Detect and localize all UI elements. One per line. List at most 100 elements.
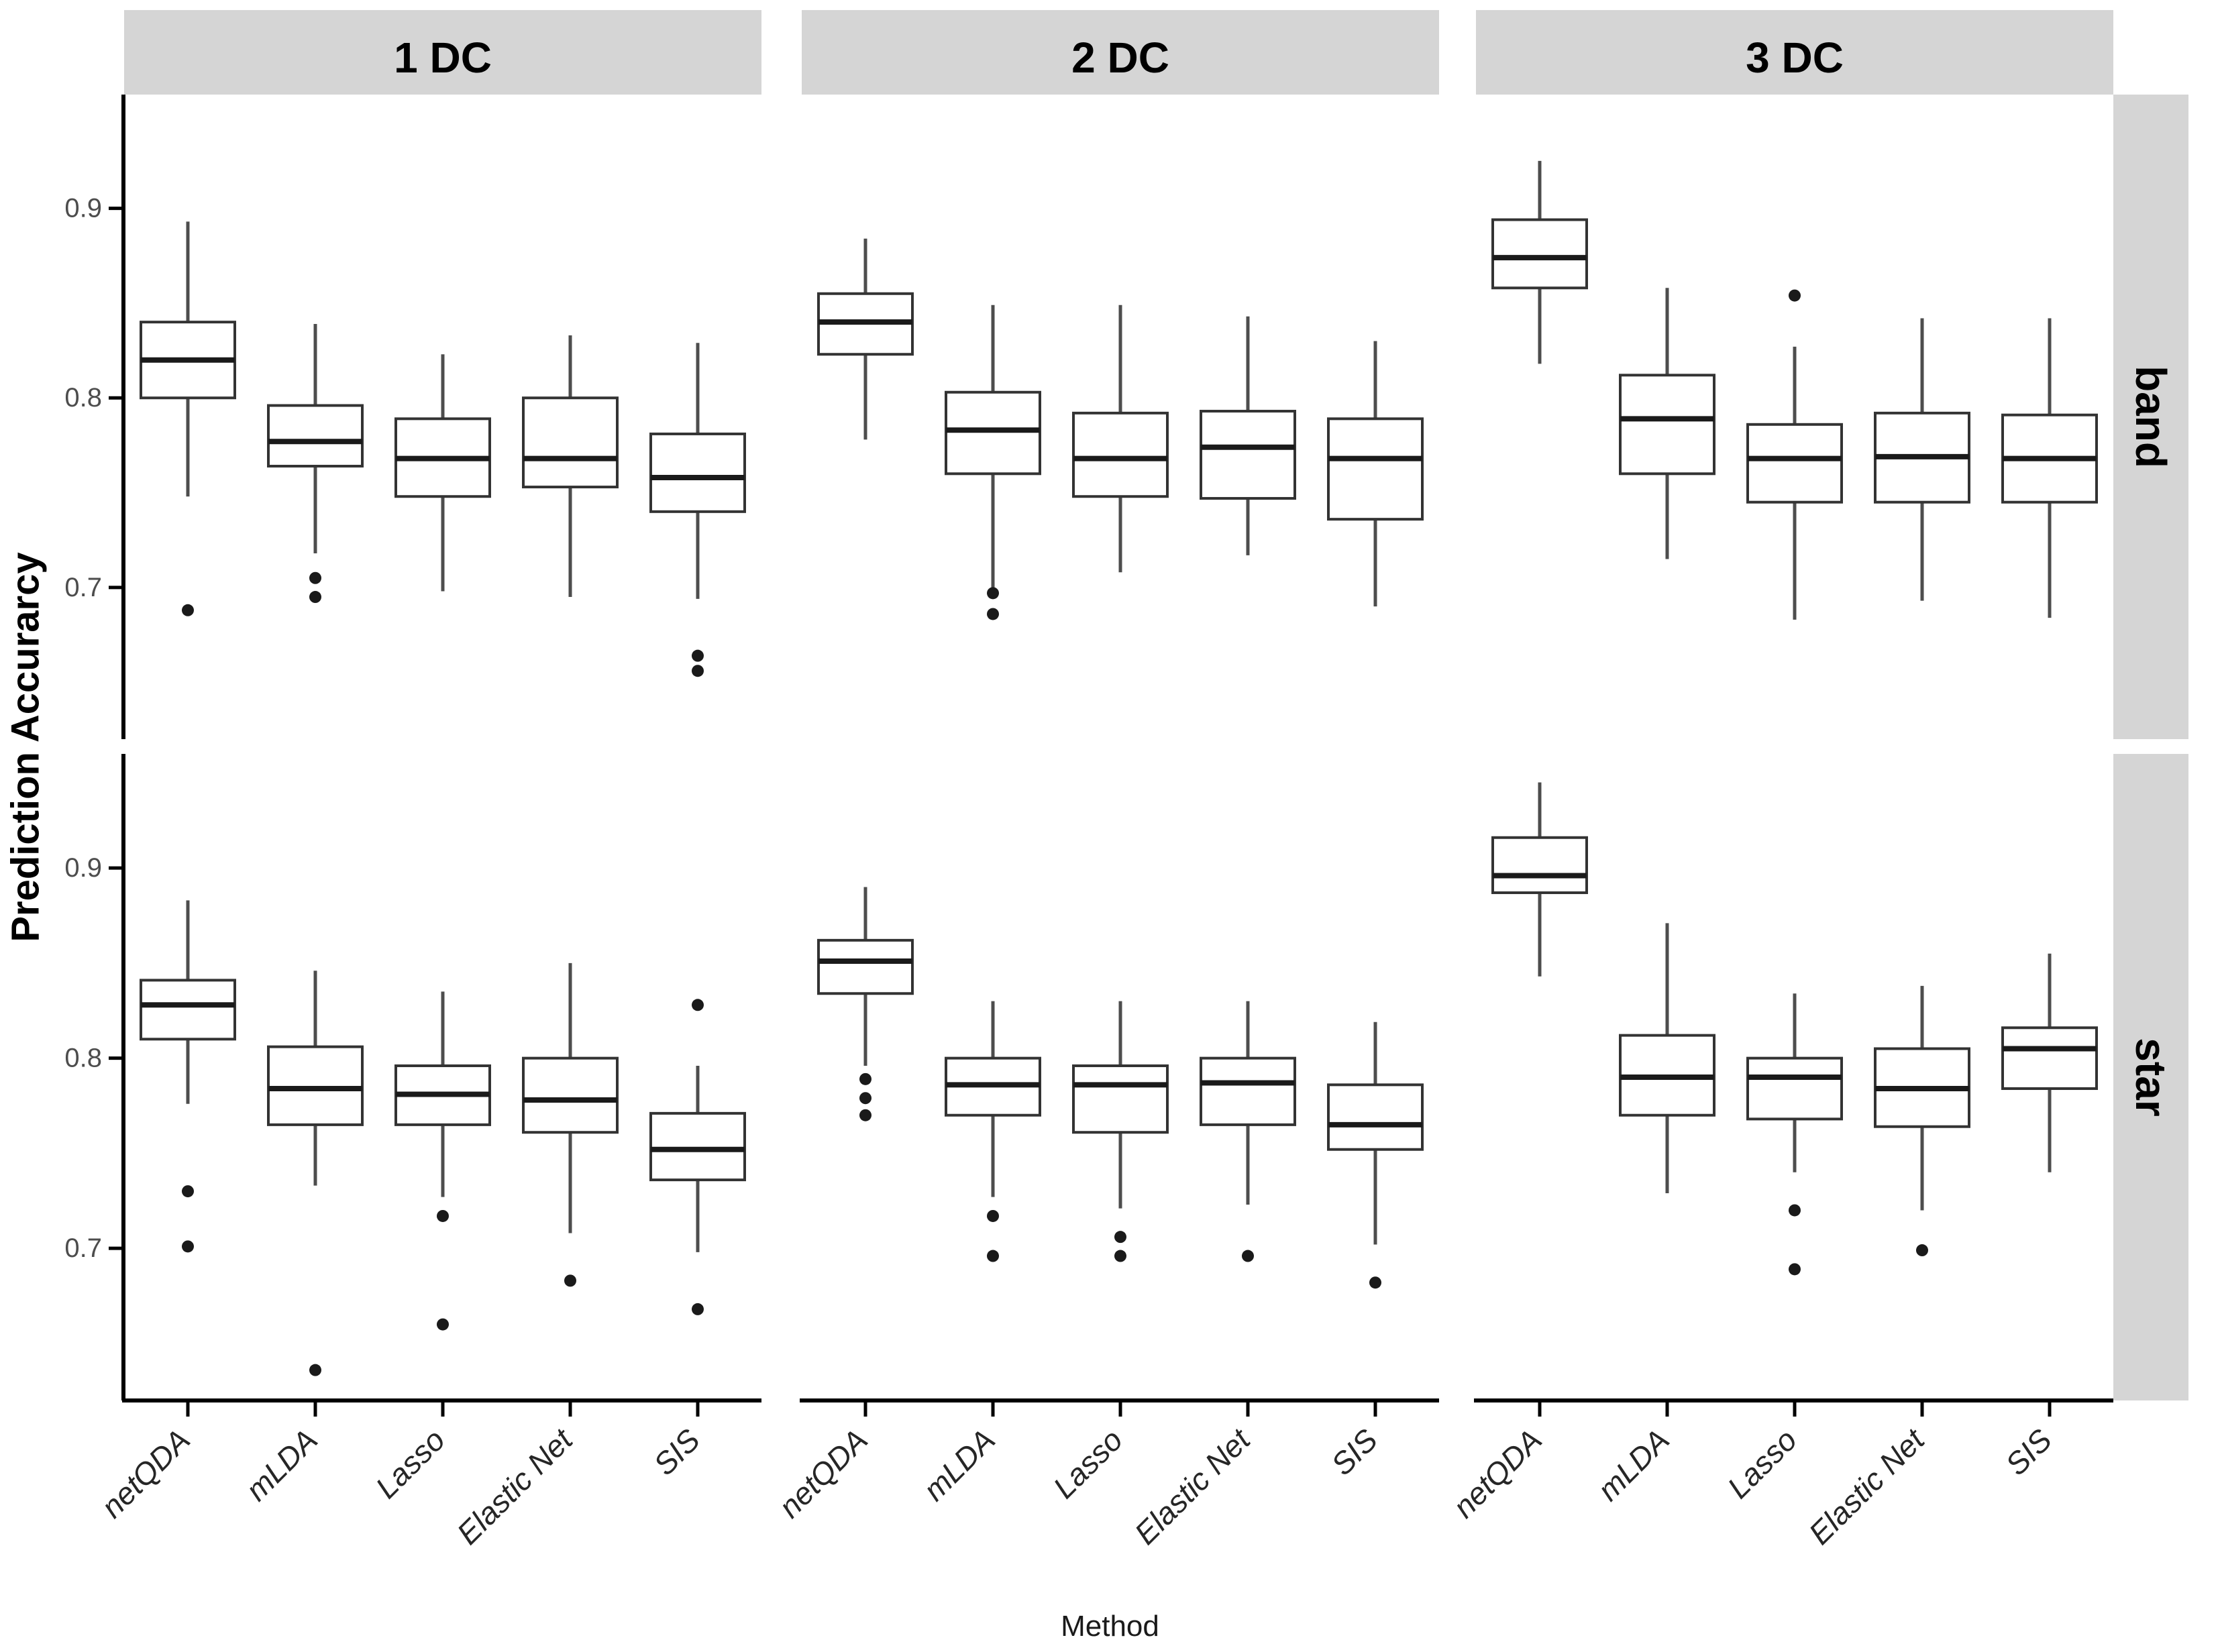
outlier-dot: [692, 649, 704, 662]
x-tick-label-lasso: Lasso: [1721, 1422, 1804, 1505]
box-iqr: [1746, 423, 1843, 504]
facet-strip-2-dc: [802, 10, 1439, 95]
outlier-dot: [987, 1250, 999, 1262]
box-band-2-dc-netqda: [817, 238, 914, 440]
box-iqr: [267, 404, 364, 467]
y-tick-label: 0.7: [64, 573, 102, 602]
box-star-3-dc-netqda: [1491, 782, 1588, 977]
outlier-dot: [692, 999, 704, 1011]
outlier-dot: [564, 1274, 576, 1287]
box-band-2-dc-sis: [1327, 341, 1424, 607]
box-band-2-dc-mlda: [945, 305, 1041, 620]
facet-strip-label-1-dc: 1 DC: [394, 34, 492, 82]
x-tick-label-elastic-net: Elastic Net: [1802, 1421, 1932, 1551]
box-star-2-dc-sis: [1327, 1022, 1424, 1289]
box-band-1-dc-elastic-net: [522, 335, 619, 598]
facet-strip-label-band: band: [2127, 366, 2175, 468]
box-star-3-dc-elastic-net: [1874, 985, 1970, 1257]
box-star-2-dc-mlda: [945, 1001, 1041, 1262]
outlier-dot: [182, 604, 194, 616]
outlier-dot: [182, 1240, 194, 1253]
outlier-dot: [1369, 1276, 1381, 1289]
box-band-3-dc-sis: [2001, 318, 2098, 618]
outlier-dot: [309, 591, 321, 604]
facet-strip-label-star: star: [2127, 1038, 2175, 1116]
box-band-3-dc-lasso: [1746, 289, 1843, 620]
box-band-3-dc-netqda: [1491, 160, 1588, 364]
y-tick-label: 0.9: [64, 194, 102, 223]
x-tick-label-netqda: netQDA: [95, 1422, 197, 1524]
outlier-dot: [692, 665, 704, 677]
box-star-3-dc-sis: [2001, 953, 2098, 1172]
box-star-1-dc-lasso: [394, 991, 491, 1331]
x-tick-label-sis: SIS: [1324, 1422, 1384, 1482]
outlier-dot: [1916, 1244, 1928, 1257]
box-star-2-dc-lasso: [1072, 1001, 1169, 1262]
box-iqr: [1327, 1083, 1424, 1151]
box-band-2-dc-elastic-net: [1200, 316, 1296, 555]
y-tick-label: 0.9: [64, 853, 102, 883]
y-axis-title: Prediction Accurarcy: [3, 552, 48, 942]
box-iqr: [1200, 410, 1296, 500]
box-star-1-dc-netqda: [140, 900, 236, 1253]
facet-strip-label-2-dc: 2 DC: [1071, 34, 1169, 82]
box-star-2-dc-elastic-net: [1200, 1001, 1296, 1262]
x-tick-label-elastic-net: Elastic Net: [1128, 1421, 1258, 1551]
box-iqr: [267, 1045, 364, 1126]
outlier-dot: [437, 1318, 449, 1331]
box-iqr: [945, 390, 1041, 476]
x-tick-label-elastic-net: Elastic Net: [450, 1421, 580, 1551]
outlier-dot: [859, 1092, 871, 1105]
box-iqr: [649, 1111, 746, 1182]
box-band-1-dc-mlda: [267, 324, 364, 604]
box-band-1-dc-lasso: [394, 354, 491, 592]
outlier-dot: [1789, 1204, 1801, 1217]
outlier-dot: [692, 1303, 704, 1315]
outlier-dot: [1114, 1250, 1126, 1262]
outlier-dot: [437, 1209, 449, 1222]
box-iqr: [1491, 836, 1588, 894]
box-star-2-dc-netqda: [817, 887, 914, 1121]
outlier-dot: [1242, 1250, 1254, 1262]
box-band-3-dc-elastic-net: [1874, 318, 1970, 601]
outlier-dot: [987, 1209, 999, 1222]
box-star-1-dc-sis: [649, 999, 746, 1315]
facet-strip-band: [2113, 95, 2188, 739]
x-tick-label-mlda: mLDA: [239, 1422, 324, 1507]
x-tick-label-lasso: Lasso: [1047, 1422, 1130, 1505]
outlier-dot: [859, 1072, 871, 1085]
box-band-1-dc-netqda: [140, 221, 236, 616]
x-tick-label-mlda: mLDA: [1591, 1422, 1676, 1507]
x-axis-title: Method: [1061, 1610, 1159, 1643]
outlier-dot: [987, 587, 999, 600]
y-tick-label: 0.8: [64, 1044, 102, 1073]
x-tick-label-netqda: netQDA: [1446, 1422, 1548, 1524]
box-iqr: [140, 979, 236, 1041]
box-star-1-dc-elastic-net: [522, 962, 619, 1287]
facet-strip-1-dc: [124, 10, 761, 95]
x-tick-label-lasso: Lasso: [369, 1422, 452, 1505]
box-star-1-dc-mlda: [267, 971, 364, 1376]
box-iqr: [1746, 1056, 1843, 1121]
outlier-dot: [1114, 1231, 1126, 1244]
box-iqr: [1200, 1056, 1296, 1126]
outlier-dot: [1789, 289, 1801, 302]
box-iqr: [1327, 417, 1424, 521]
outlier-dot: [182, 1185, 194, 1198]
box-iqr: [522, 1056, 619, 1134]
facet-strip-3-dc: [1476, 10, 2113, 95]
outlier-dot: [859, 1109, 871, 1121]
box-iqr: [2001, 1026, 2098, 1091]
box-star-3-dc-lasso: [1746, 993, 1843, 1276]
box-band-3-dc-mlda: [1619, 288, 1715, 559]
facet-strip-star: [2113, 754, 2188, 1400]
box-iqr: [1072, 411, 1169, 498]
box-iqr: [817, 938, 914, 995]
x-tick-label-mlda: mLDA: [916, 1422, 1002, 1507]
box-star-3-dc-mlda: [1619, 923, 1715, 1193]
box-iqr: [649, 432, 746, 513]
box-band-2-dc-lasso: [1072, 305, 1169, 573]
facet-strip-label-3-dc: 3 DC: [1746, 34, 1844, 82]
box-band-1-dc-sis: [649, 343, 746, 677]
